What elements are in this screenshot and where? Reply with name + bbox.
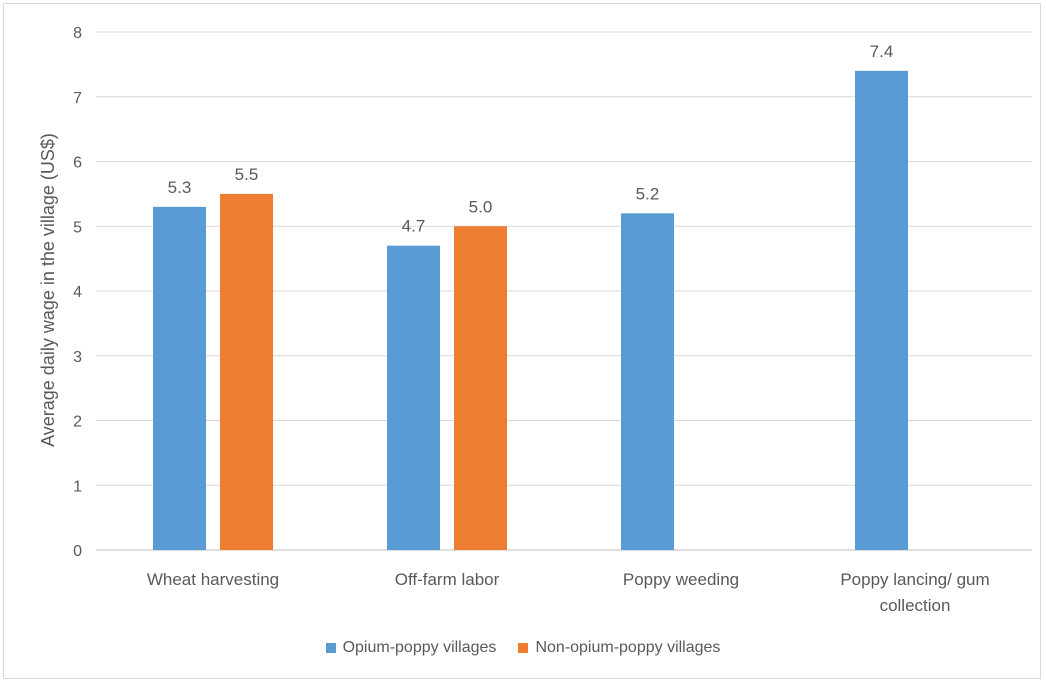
legend-label-non-opium: Non-opium-poppy villages: [535, 639, 721, 656]
y-tick-label: 5: [73, 219, 82, 236]
x-tick-label: Poppy weeding: [623, 570, 739, 589]
legend-swatch-opium: [325, 643, 336, 653]
y-tick-label: 3: [73, 349, 82, 366]
x-tick-label: Wheat harvesting: [147, 570, 279, 589]
x-tick-label: Poppy lancing/ gum: [840, 570, 989, 589]
y-tick-label: 7: [73, 90, 82, 107]
data-label: 5.0: [469, 197, 493, 216]
bar-opium: [621, 213, 674, 551]
y-axis-ticks: 0 1 2 3 4 5 6 7 8: [73, 25, 82, 560]
legend: Opium-poppy villages Non-opium-poppy vil…: [0, 639, 1046, 657]
y-tick-label: 4: [73, 284, 82, 301]
y-tick-label: 0: [73, 543, 82, 560]
data-label: 4.7: [402, 217, 426, 236]
data-label: 5.3: [168, 178, 192, 197]
y-tick-label: 2: [73, 414, 82, 431]
data-labels: 5.3 5.5 4.7 5.0 5.2 7.4: [168, 42, 894, 236]
data-label: 7.4: [870, 42, 894, 61]
x-axis-ticks: Wheat harvesting Off-farm labor Poppy weed…: [147, 570, 990, 615]
legend-label-opium: Opium-poppy villages: [342, 639, 497, 656]
bar-non-opium: [220, 193, 273, 550]
bars: [153, 70, 908, 551]
legend-item-opium: Opium-poppy villages: [325, 639, 497, 657]
bar-opium: [387, 245, 440, 551]
legend-swatch-non-opium: [518, 643, 529, 653]
legend-item-non-opium: Non-opium-poppy villages: [518, 639, 720, 657]
bar-non-opium: [454, 226, 507, 550]
data-label: 5.5: [235, 165, 259, 184]
y-axis-label: Average daily wage in the village (US$): [38, 133, 58, 447]
bar-opium: [855, 70, 908, 550]
y-tick-label: 6: [73, 155, 82, 172]
data-label: 5.2: [636, 184, 660, 203]
y-tick-label: 1: [73, 478, 82, 495]
x-tick-label: collection: [880, 596, 951, 615]
x-tick-label: Off-farm labor: [395, 570, 500, 589]
y-tick-label: 8: [73, 25, 82, 42]
bar-opium: [153, 206, 206, 550]
